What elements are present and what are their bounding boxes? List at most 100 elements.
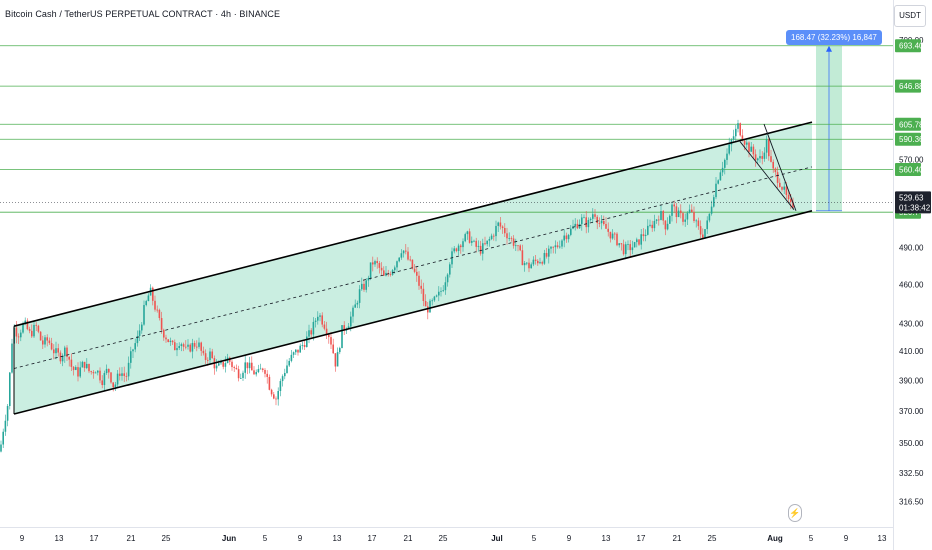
candle-body <box>114 384 117 388</box>
chart-title: Bitcoin Cash / TetherUS PERPETUAL CONTRA… <box>5 9 281 19</box>
candle-body <box>339 348 341 353</box>
candle-body <box>55 348 57 354</box>
candle-body <box>354 304 356 308</box>
candle-body <box>53 349 55 354</box>
candle-body <box>466 231 469 235</box>
candle-body <box>22 323 24 333</box>
candle-body <box>622 244 625 255</box>
candle-body <box>490 235 493 240</box>
candle-body <box>431 300 433 302</box>
countdown-label: 01:38:42 <box>899 203 931 212</box>
candle-body <box>171 340 174 343</box>
level-badge-label: 590.36 <box>899 135 924 144</box>
channel-upper-line <box>13 121 813 327</box>
candle-body <box>233 367 235 368</box>
candle-body <box>11 343 13 373</box>
candle-body <box>563 235 565 241</box>
candle-body <box>691 209 693 212</box>
candle-body <box>358 289 361 303</box>
candle-body <box>715 183 717 198</box>
candle-body <box>724 159 726 168</box>
candle-body <box>440 290 442 292</box>
candle-body <box>303 345 306 347</box>
candle-body <box>90 371 92 373</box>
candle-body <box>86 363 88 369</box>
candle-body <box>343 325 345 331</box>
candle-body <box>578 224 581 229</box>
candle-body <box>765 139 768 153</box>
candle-body <box>433 296 436 301</box>
candle-body <box>655 219 658 221</box>
candle-body <box>105 368 108 374</box>
candle-body <box>693 211 695 221</box>
candle-body <box>37 325 40 332</box>
candle-body <box>713 197 715 207</box>
candle-body <box>262 368 264 370</box>
candle-body <box>779 182 781 187</box>
candle-body <box>72 366 75 370</box>
candle-body <box>651 224 653 229</box>
candle-body <box>39 331 42 341</box>
candle-body <box>20 332 22 338</box>
wedge-lower-line <box>739 141 795 210</box>
x-tick-label: 17 <box>368 534 377 543</box>
x-tick-label: 21 <box>404 534 413 543</box>
candle-body <box>279 381 282 392</box>
y-tick-label: 490.00 <box>899 244 924 253</box>
candle-body <box>407 251 409 260</box>
candle-body <box>521 250 524 266</box>
candle-body <box>543 252 546 264</box>
candle-body <box>215 365 218 369</box>
candle-body <box>402 250 405 254</box>
candle-body <box>746 142 748 145</box>
candle-body <box>735 128 737 137</box>
x-tick-label: 13 <box>333 534 342 543</box>
candle-body <box>416 271 418 276</box>
candle-body <box>455 248 458 252</box>
y-tick-label: 350.00 <box>899 439 924 448</box>
candle-body <box>411 259 414 269</box>
candle-body <box>642 234 645 237</box>
candle-body <box>519 245 521 251</box>
candle-body <box>499 222 502 227</box>
candle-body <box>26 320 29 330</box>
candle-body <box>405 250 407 252</box>
currency-selector[interactable]: USDT <box>894 5 926 27</box>
candle-body <box>759 156 761 159</box>
candle-body <box>48 340 51 344</box>
candle-body <box>44 337 46 345</box>
candle-body <box>741 135 744 141</box>
candle-body <box>369 262 372 278</box>
candle-body <box>220 361 222 364</box>
candle-body <box>607 228 609 232</box>
candle-body <box>528 262 530 269</box>
candle-body <box>361 283 363 290</box>
candle-body <box>270 389 273 395</box>
candle-body <box>508 238 510 239</box>
level-badge <box>895 79 921 93</box>
candle-body <box>292 352 295 355</box>
candle-body <box>680 210 682 214</box>
candle-body <box>512 238 515 246</box>
x-tick-label: 25 <box>439 534 448 543</box>
candle-body <box>160 318 163 330</box>
candle-body <box>585 217 587 228</box>
candle-body <box>631 247 634 251</box>
candle-body <box>532 259 535 265</box>
y-tick-label: 430.00 <box>899 320 924 329</box>
y-tick-label: 410.00 <box>899 347 924 356</box>
candle-body <box>739 123 741 136</box>
lightning-icon[interactable]: ⚡ <box>788 504 802 522</box>
candle-body <box>314 320 317 322</box>
candle-body <box>110 372 112 383</box>
current-price-badge <box>895 191 931 214</box>
candle-body <box>770 156 772 162</box>
candle-body <box>677 210 680 218</box>
candle-body <box>387 272 389 274</box>
candle-body <box>523 263 526 266</box>
y-tick-label: 370.00 <box>899 407 924 416</box>
x-tick-label: 13 <box>55 534 64 543</box>
candle-body <box>257 369 260 373</box>
candle-body <box>567 234 570 240</box>
